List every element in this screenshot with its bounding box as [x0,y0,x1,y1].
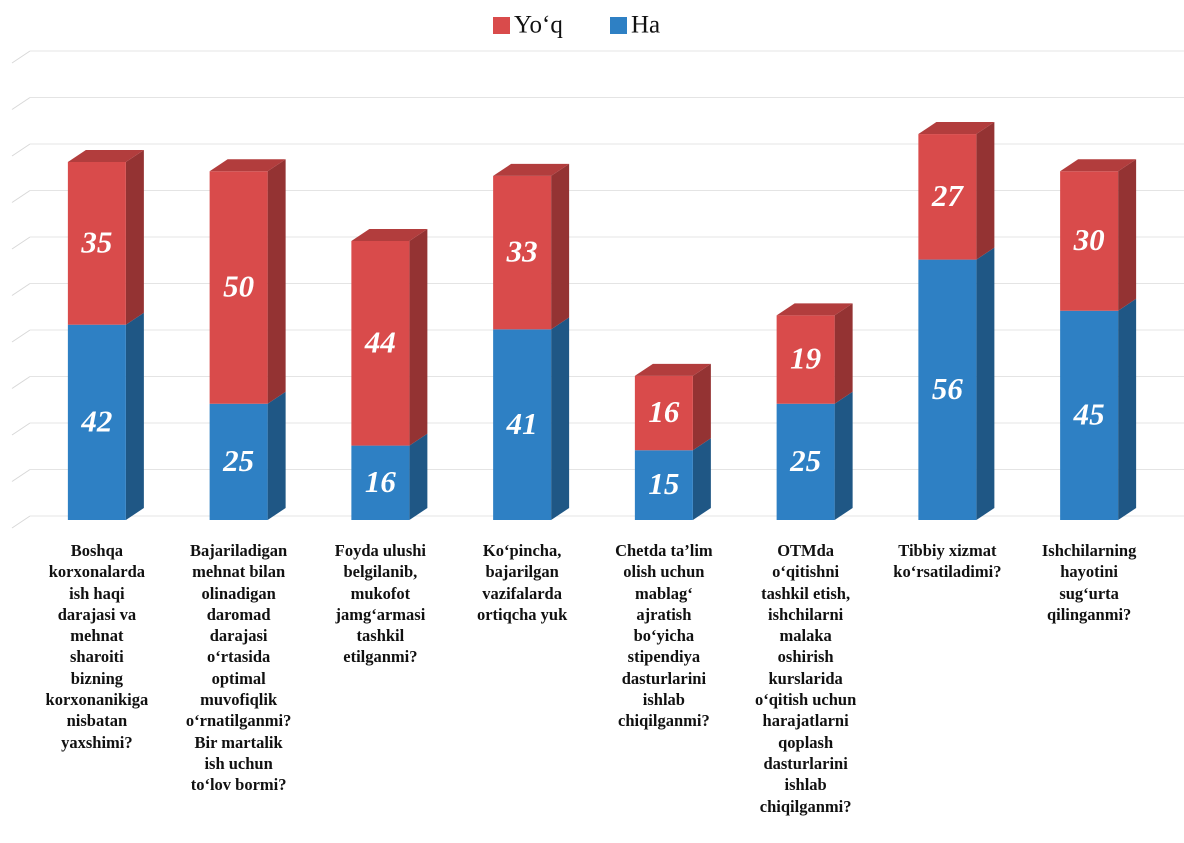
bar-side [551,163,570,330]
value-label: 19 [790,341,821,376]
value-label: 56 [932,371,964,406]
grid-line [11,515,31,529]
bar-top [67,149,144,162]
bar-side [267,391,286,520]
value-label: 15 [648,466,679,501]
value-label: 33 [506,234,538,269]
bar-side [834,391,853,520]
value-label: 50 [223,269,254,304]
value-label: 25 [789,443,821,478]
x-tick-label: Chetda ta’lim olish uchun mablag‘ ajrati… [615,541,713,731]
legend-swatch [610,17,627,34]
bar-side [125,149,144,325]
bar [776,403,835,520]
bar-side [267,159,286,404]
bar-side [409,433,428,520]
grid-line [11,329,31,343]
legend-label: Yo‘q [514,12,563,39]
x-tick-label: OTMda o‘qitishni tashkil etish, ishchila… [754,541,857,816]
grid-line [11,469,31,482]
value-label: 35 [80,224,112,259]
grid-line [11,50,31,64]
bar [351,241,410,446]
value-label: 44 [364,324,396,359]
value-label: 16 [648,394,680,429]
bar [634,375,693,451]
bar-side [551,317,570,520]
bar-side [1118,159,1137,311]
value-label: 16 [365,464,397,499]
bar-top [918,122,995,135]
bar [493,329,552,520]
value-label: 42 [80,403,112,438]
legend-label: Ha [631,12,660,39]
bar-top [776,303,853,316]
x-tick-label: Boshqa korxonalarda ish haqi darajasi va… [45,541,149,752]
bar [67,324,126,520]
grid-line [11,376,31,389]
bar [1060,171,1119,311]
bar [918,259,977,520]
x-tick-label: Tibbiy xizmat ko‘rsatiladimi? [893,541,1002,582]
value-label: 30 [1073,222,1105,257]
bar-side [976,122,995,260]
bar [67,161,126,325]
bar-side [692,363,711,451]
value-label: 41 [506,406,538,441]
grid-line [11,190,31,203]
x-tick-label: Bajariladigan mehnat bilan olinadigan da… [185,541,292,795]
grid-line [11,236,31,250]
bar [493,175,552,330]
bar-side [409,229,428,446]
bar [209,403,268,520]
value-label: 25 [222,443,254,478]
x-tick-label: Ishchilarning hayotini sug‘urta qilingan… [1041,541,1137,624]
bar-top [634,363,711,376]
bar-top [493,163,570,176]
bar [1060,310,1119,520]
bar [918,134,977,260]
x-tick-label: Foyda ulushi belgilanib, mukofot jamg‘ar… [334,541,426,667]
grid-line [11,422,31,436]
x-tick-label: Ko‘pincha, bajarilgan vazifalarda ortiqc… [476,541,568,624]
value-label: 45 [1073,396,1105,431]
bar [634,450,693,520]
legend-swatch [493,17,510,34]
bar [776,315,835,404]
bar [351,445,410,520]
bar-top [209,159,286,172]
bar-side [1118,298,1137,520]
bar-side [976,247,995,520]
bar-side [692,438,711,520]
bar [209,171,268,404]
value-label: 27 [931,178,965,213]
grid-line [11,143,31,157]
grid-line [11,97,31,110]
bar-top [351,229,428,241]
bar-side [834,303,853,404]
bar-top [1060,159,1137,172]
bar-side [125,312,144,520]
grid-line [11,283,31,296]
